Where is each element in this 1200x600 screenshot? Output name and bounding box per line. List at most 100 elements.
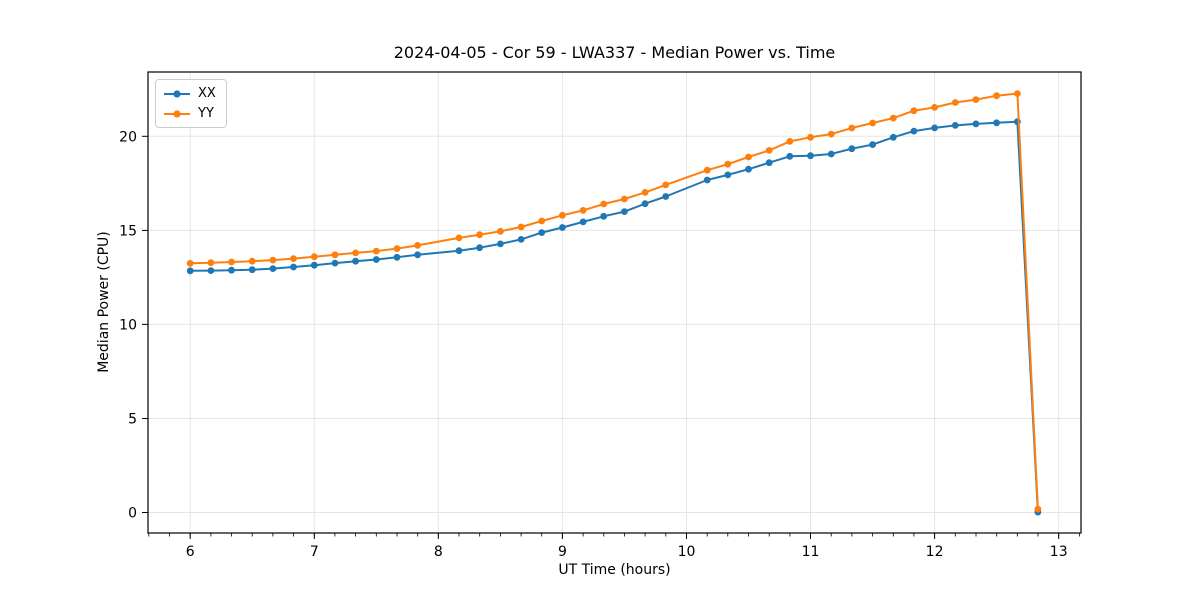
data-point-yy <box>621 195 628 203</box>
data-point-yy <box>786 138 794 145</box>
x-tick-label: 11 <box>802 544 820 560</box>
data-point-xx <box>703 176 711 184</box>
data-point-yy <box>497 227 504 235</box>
legend-item-yy: YY <box>163 105 216 122</box>
data-point-yy <box>600 200 608 208</box>
data-point-xx <box>228 266 235 274</box>
data-point-yy <box>331 251 339 259</box>
data-point-xx <box>827 150 835 158</box>
x-tick-label: 8 <box>434 544 443 560</box>
data-point-yy <box>765 147 773 154</box>
data-point-xx <box>476 244 483 252</box>
data-point-yy <box>1034 505 1042 513</box>
data-point-yy <box>745 153 752 161</box>
legend: XX YY <box>155 79 227 128</box>
data-point-yy <box>910 107 918 115</box>
data-point-xx <box>848 145 856 153</box>
data-point-xx <box>517 236 525 243</box>
x-tick-label: 13 <box>1050 544 1068 560</box>
data-point-xx <box>310 261 318 269</box>
x-tick-label: 9 <box>558 544 567 560</box>
series-line-yy <box>190 92 1039 510</box>
data-point-yy <box>827 130 835 138</box>
y-tick-label: 20 <box>119 129 137 145</box>
data-point-xx <box>869 141 876 149</box>
x-tick-label: 10 <box>678 544 696 560</box>
data-point-yy <box>393 245 401 253</box>
y-tick-label: 5 <box>128 412 137 428</box>
data-point-xx <box>331 259 339 267</box>
data-point-yy <box>1014 90 1021 97</box>
y-axis-label: Median Power (CPU) <box>96 231 112 373</box>
data-point-yy <box>972 96 980 103</box>
data-point-xx <box>600 212 608 220</box>
y-tick-label: 10 <box>119 317 137 333</box>
data-point-xx <box>579 218 587 226</box>
data-point-yy <box>641 189 649 196</box>
data-point-yy <box>372 247 380 255</box>
data-point-yy <box>310 253 318 261</box>
data-point-yy <box>703 166 711 174</box>
legend-label: XX <box>198 86 216 101</box>
data-point-xx <box>641 200 649 208</box>
data-point-yy <box>517 223 525 231</box>
data-point-yy <box>724 160 732 168</box>
data-point-yy <box>559 211 566 219</box>
data-point-xx <box>207 267 215 274</box>
data-point-xx <box>290 263 297 271</box>
x-axis-label: UT Time (hours) <box>558 562 671 578</box>
plot-border <box>147 71 1082 534</box>
data-point-yy <box>248 257 256 265</box>
data-point-xx <box>910 127 918 135</box>
data-point-yy <box>269 256 277 264</box>
x-tick-label: 6 <box>186 544 195 560</box>
legend-item-xx: XX <box>163 85 216 102</box>
data-point-xx <box>931 124 938 132</box>
data-point-xx <box>559 224 566 231</box>
data-point-xx <box>807 152 814 160</box>
chart-title: 2024-04-05 - Cor 59 - LWA337 - Median Po… <box>393 43 836 62</box>
data-point-xx <box>372 256 380 263</box>
data-point-xx <box>248 266 256 274</box>
data-point-xx <box>414 251 421 259</box>
data-point-yy <box>993 92 1000 100</box>
legend-label: YY <box>198 106 214 121</box>
data-point-yy <box>662 181 670 189</box>
data-point-xx <box>269 265 277 272</box>
data-point-xx <box>393 253 401 261</box>
data-point-yy <box>352 249 359 257</box>
data-point-xx <box>662 193 670 200</box>
data-point-yy <box>848 124 856 132</box>
data-point-yy <box>290 255 297 262</box>
data-point-xx <box>455 247 463 255</box>
series-line-xx <box>190 120 1039 513</box>
data-point-yy <box>869 119 876 127</box>
data-point-yy <box>889 114 897 122</box>
data-point-yy <box>455 234 463 242</box>
data-point-yy <box>228 258 235 266</box>
data-point-xx <box>352 257 359 265</box>
data-point-yy <box>207 259 215 267</box>
y-tick-label: 15 <box>119 223 137 239</box>
data-point-xx <box>951 122 959 129</box>
data-point-yy <box>931 104 938 111</box>
legend-line-marker-icon <box>164 109 190 118</box>
data-point-yy <box>476 231 483 239</box>
data-point-xx <box>724 171 732 179</box>
data-point-xx <box>621 208 628 216</box>
data-point-xx <box>745 165 752 173</box>
data-point-xx <box>538 229 546 237</box>
data-point-xx <box>497 240 504 248</box>
data-point-yy <box>579 207 587 214</box>
y-tick-label: 0 <box>128 506 137 522</box>
data-point-xx <box>186 267 194 275</box>
data-point-yy <box>951 99 959 106</box>
data-point-xx <box>786 152 794 160</box>
data-point-yy <box>186 259 194 267</box>
x-tick-label: 12 <box>926 544 944 560</box>
x-tick-label: 7 <box>310 544 319 560</box>
data-point-yy <box>807 133 814 141</box>
data-point-xx <box>889 133 897 141</box>
